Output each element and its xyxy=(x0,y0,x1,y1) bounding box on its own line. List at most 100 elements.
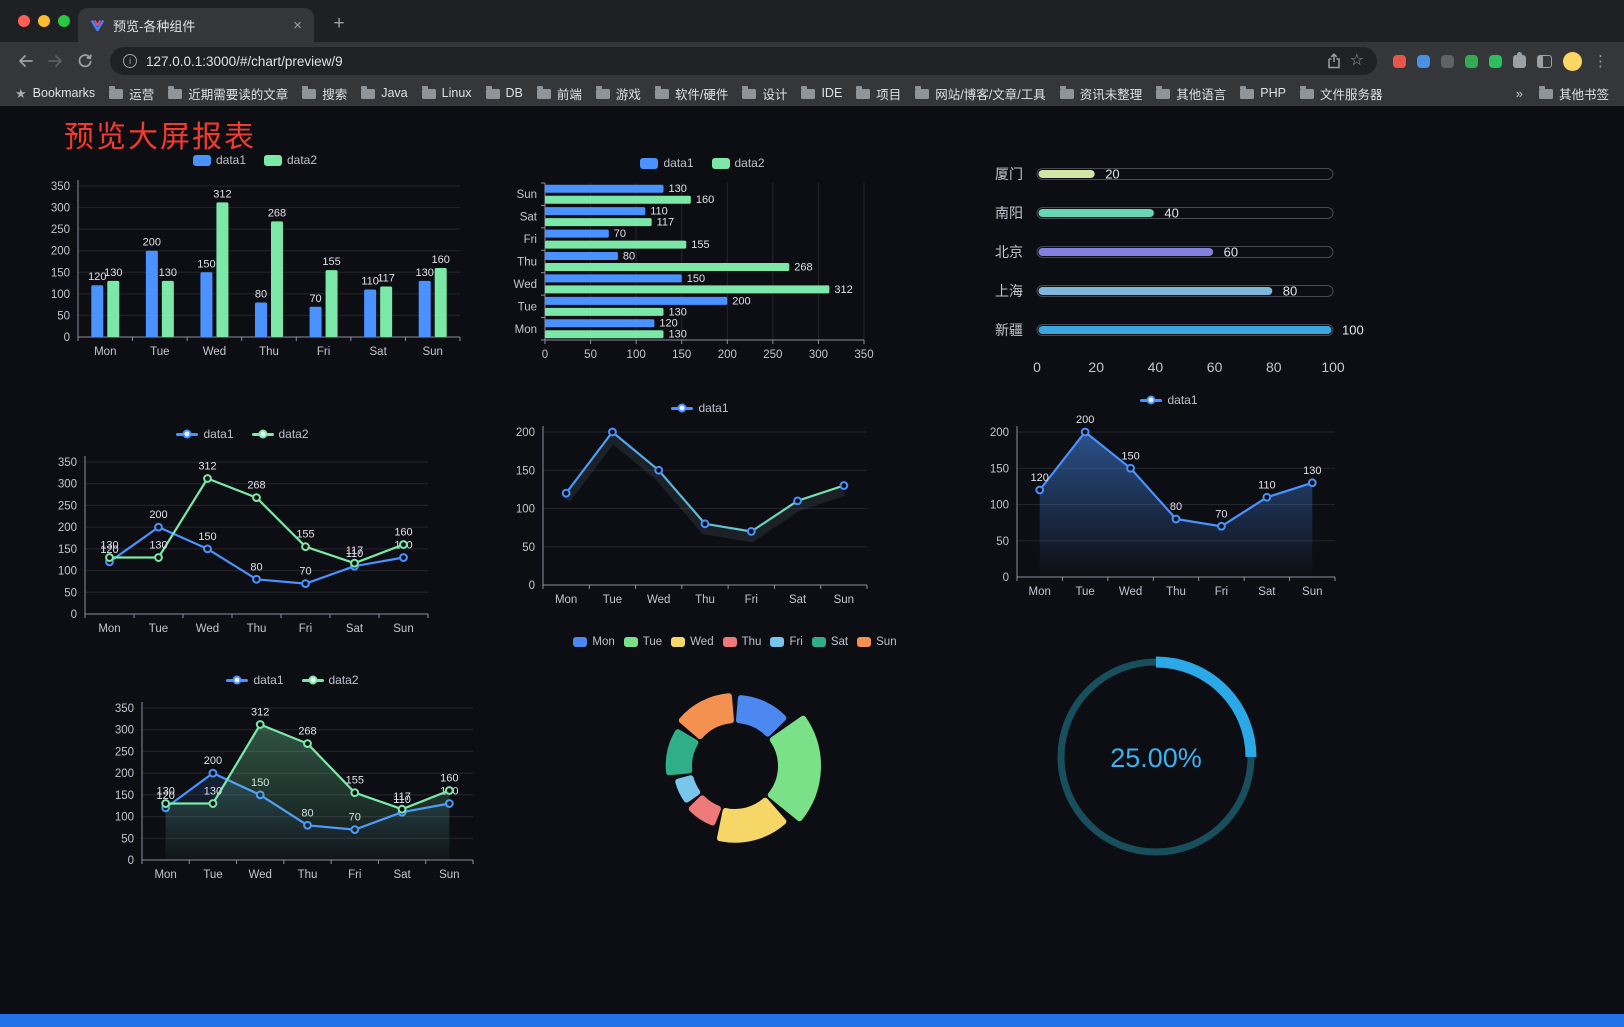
svg-text:268: 268 xyxy=(794,261,812,273)
bookmark-folder[interactable]: IDE xyxy=(794,82,849,104)
bookmark-folder[interactable]: 资讯未整理 xyxy=(1053,82,1150,104)
svg-text:北京: 北京 xyxy=(995,244,1023,260)
svg-text:100: 100 xyxy=(58,566,77,578)
bookmark-folder[interactable]: 近期需要读的文章 xyxy=(161,82,295,104)
rose-donut-chart[interactable]: Mon Tue Wed Thu Fri Sat Sun xyxy=(545,632,925,872)
legend-item[interactable]: data1 xyxy=(640,156,694,170)
svg-text:300: 300 xyxy=(58,479,77,491)
capture-extension-icon[interactable] xyxy=(1393,54,1406,68)
bookmark-folder-list: 运营 近期需要读的文章 搜索 Java Linux DB 前端 游戏 软件/硬件 设计 IDE 项目 网… xyxy=(102,82,1507,104)
legend-item[interactable]: Thu xyxy=(722,636,762,648)
legend-item[interactable]: Sun xyxy=(857,636,897,648)
close-tab-icon[interactable] xyxy=(293,18,302,33)
svg-text:200: 200 xyxy=(58,522,77,534)
percent-gauge-chart[interactable]: 25.00% xyxy=(1038,636,1275,878)
bookmark-folder[interactable]: 前端 xyxy=(530,82,589,104)
folder-icon xyxy=(654,86,669,99)
bookmark-folder[interactable]: 游戏 xyxy=(589,82,648,104)
svg-text:160: 160 xyxy=(696,194,714,206)
svg-text:130: 130 xyxy=(204,786,222,798)
star-extension-icon[interactable] xyxy=(1489,54,1502,68)
dark-extension-icon[interactable] xyxy=(1441,54,1454,68)
forward-icon[interactable] xyxy=(42,48,68,74)
bookmark-folder[interactable]: 项目 xyxy=(849,82,908,104)
legend-item[interactable]: data1 xyxy=(1140,393,1198,407)
legend-item[interactable]: data1 xyxy=(176,427,234,441)
back-icon[interactable] xyxy=(12,48,38,74)
gradient-line-chart[interactable]: data1 0 50 100 150 200 Mon Tue Wed Thu Fri Sat Sun xyxy=(505,398,895,616)
site-info-icon[interactable] xyxy=(123,54,137,68)
legend-item[interactable]: Wed xyxy=(671,636,714,648)
new-tab-button[interactable] xyxy=(326,11,352,37)
bookmark-folder[interactable]: 运营 xyxy=(102,82,161,104)
legend-label: Tue xyxy=(642,636,663,648)
legend-item[interactable]: Tue xyxy=(623,636,663,648)
svg-text:Tue: Tue xyxy=(603,594,622,606)
svg-text:70: 70 xyxy=(614,228,626,240)
profile-avatar[interactable] xyxy=(1563,51,1582,71)
svg-text:150: 150 xyxy=(198,531,216,543)
legend-item[interactable]: Mon xyxy=(573,636,615,648)
legend-label: Thu xyxy=(741,636,762,648)
share-icon[interactable] xyxy=(1327,53,1341,69)
svg-text:20: 20 xyxy=(1088,359,1104,375)
legend-item[interactable]: data2 xyxy=(251,427,309,441)
legend-item[interactable]: data1 xyxy=(671,401,729,415)
legend-label: data1 xyxy=(203,427,234,441)
svg-text:117: 117 xyxy=(393,791,411,803)
area-line-chart[interactable]: data1 0 50 100 150 200 Mon Tue Wed Thu Fri Sat Sun 1… xyxy=(983,390,1355,608)
folder-icon xyxy=(485,86,500,99)
legend-label: Fri xyxy=(789,636,803,648)
toolbar-extensions-area xyxy=(1389,51,1612,71)
bookmark-folder[interactable]: 网站/博客/文章/工具 xyxy=(908,82,1052,104)
bookmark-star-icon[interactable] xyxy=(1350,53,1364,69)
bookmark-folder[interactable]: Linux xyxy=(415,82,479,104)
sidebar-icon[interactable] xyxy=(1537,54,1552,68)
legend-item[interactable]: Fri xyxy=(770,636,803,648)
reload-icon[interactable] xyxy=(72,48,98,74)
two-series-line-chart[interactable]: data1 data2 0 50 100 150 200 250 300 350 Mon Tue We… xyxy=(45,424,440,646)
svg-text:200: 200 xyxy=(51,246,70,258)
legend-item[interactable]: data2 xyxy=(711,156,765,170)
chart-canvas: 0 50 100 150 200 250 300 350 Mon Tue Wed Thu Fri Sat S… xyxy=(51,180,461,358)
progress-bar-chart[interactable]: 厦门 20 南阳 40 北京 60 上海 80 新疆 100 0 20 40 60 80 100 xyxy=(975,156,1385,386)
bookmark-folder[interactable]: 搜索 xyxy=(295,82,354,104)
svg-text:120: 120 xyxy=(88,271,106,283)
bookmarks-overflow-chevron[interactable]: » xyxy=(1515,85,1523,101)
svg-text:117: 117 xyxy=(657,217,675,229)
menu-kebab-icon[interactable] xyxy=(1593,55,1608,68)
browser-tab[interactable]: 预览-各种组件 xyxy=(78,8,314,42)
legend-item[interactable]: data2 xyxy=(264,153,317,167)
traffic-light-zoom[interactable] xyxy=(58,15,70,27)
chart-canvas: 0 50 100 150 200 Mon Tue Wed Thu Fri Sat Sun 120 200 1… xyxy=(990,414,1336,598)
traffic-light-close[interactable] xyxy=(18,15,30,27)
legend-item[interactable]: data1 xyxy=(192,153,246,167)
bookmark-folder[interactable]: 文件服务器 xyxy=(1293,82,1390,104)
bookmark-folder[interactable]: Java xyxy=(354,82,414,104)
svg-text:300: 300 xyxy=(809,349,828,361)
extensions-puzzle-icon[interactable] xyxy=(1513,51,1526,68)
bookmark-folder-label: PHP xyxy=(1260,86,1286,100)
address-bar[interactable]: 127.0.0.1:3000/#/chart/preview/9 xyxy=(110,47,1377,75)
grouped-bar-chart[interactable]: data1 data2 0 50 100 150 200 250 300 350 Mon Tue We… xyxy=(40,150,470,368)
bookmark-folder[interactable]: 设计 xyxy=(735,82,794,104)
legend-item[interactable]: Sat xyxy=(811,636,848,648)
legend-line-marker xyxy=(176,429,199,439)
two-series-area-chart[interactable]: data1 data2 0 50 100 150 200 250 300 350 Mon Tue We… xyxy=(100,670,485,892)
legend-item[interactable]: data1 xyxy=(226,673,284,687)
bookmark-folder[interactable]: PHP xyxy=(1233,82,1293,104)
other-bookmarks-item[interactable]: 其他书签 xyxy=(1532,82,1616,104)
horizontal-bar-chart[interactable]: data1 data2 0 50 100 150 200 250 300 350 Sun 130 16… xyxy=(505,153,900,371)
traffic-light-minimize[interactable] xyxy=(38,15,50,27)
legend-label: Mon xyxy=(592,636,615,648)
svg-text:Tue: Tue xyxy=(203,869,222,881)
bookmarks-manager-item[interactable]: Bookmarks xyxy=(8,82,102,104)
url-text[interactable]: 127.0.0.1:3000/#/chart/preview/9 xyxy=(146,53,343,69)
legend-item[interactable]: data2 xyxy=(301,673,359,687)
bookmark-folder[interactable]: 软件/硬件 xyxy=(648,82,735,104)
bookmark-folder[interactable]: DB xyxy=(479,82,530,104)
svg-text:100: 100 xyxy=(51,289,70,301)
bookmark-folder[interactable]: 其他语言 xyxy=(1149,82,1233,104)
translate-extension-icon[interactable] xyxy=(1417,54,1430,68)
green-extension-icon[interactable] xyxy=(1465,54,1478,68)
